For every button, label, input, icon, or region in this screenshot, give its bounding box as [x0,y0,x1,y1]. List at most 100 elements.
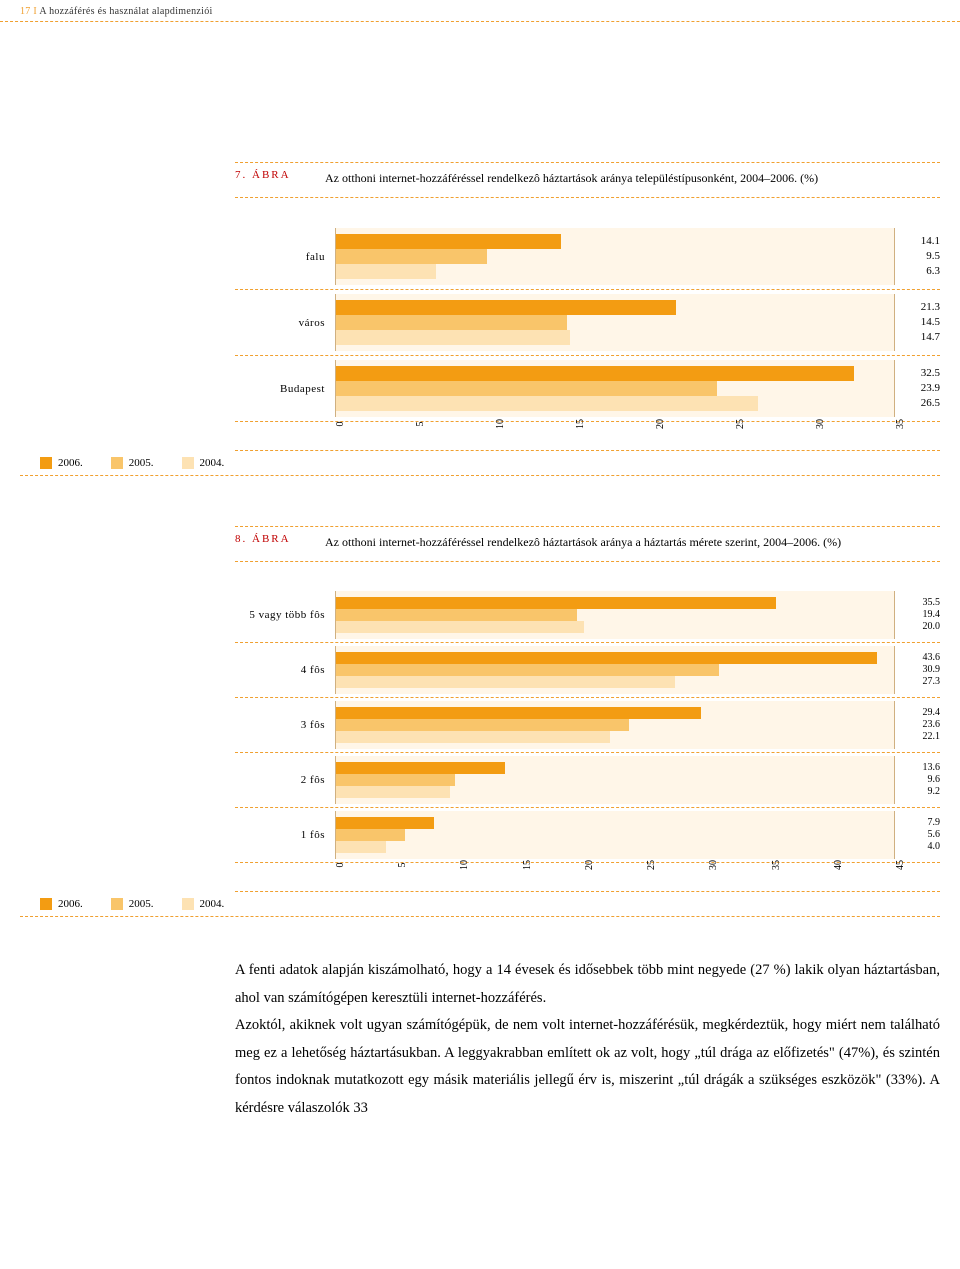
bar-value: 4.0 [901,841,940,853]
chart-row: 5 vagy több fôs35.519.420.0 [235,588,940,643]
chart-row: város 21.314.514.7 [235,290,940,356]
category-label: Budapest [235,383,335,395]
axis-tick: 20 [584,860,595,870]
category-label: 2 fôs [235,774,335,786]
legend-label: 2005. [129,898,154,910]
axis-tick: 10 [495,419,506,429]
legend-swatch [111,898,123,910]
bar-value: 13.6 [901,762,940,774]
legend-swatch [40,457,52,469]
bar [336,786,450,798]
axis-tick: 35 [771,860,782,870]
figure-7-legend: 2006. 2005. 2004. [20,451,940,476]
axis-tick: 40 [833,860,844,870]
bars-cell [335,294,895,351]
axis-ticks: 05101520253035 [335,422,895,442]
value-cell: 32.523.926.5 [895,366,940,411]
bar [336,234,561,249]
chart-row: 3 fôs29.423.622.1 [235,698,940,753]
bar [336,396,758,411]
section-title: A hozzáférés és használat alapdimenziói [39,6,212,17]
bar [336,762,505,774]
bars-cell [335,701,895,749]
chart-row: 1 fôs7.95.64.0 [235,808,940,863]
axis-tick: 30 [708,860,719,870]
bar [336,829,405,841]
figure-7: 7. ábra Az otthoni internet-hozzáférésse… [235,162,940,476]
bar-value: 9.5 [901,249,940,264]
value-cell: 7.95.64.0 [895,817,940,853]
bars-cell [335,360,895,417]
legend-item: 2004. [182,457,225,469]
bar-value: 29.4 [901,707,940,719]
figure-8-chart: 5 vagy több fôs35.519.420.0 4 fôs 43.630.9… [235,580,940,892]
bar-value: 9.6 [901,774,940,786]
page-header: 17 I A hozzáférés és használat alapdimen… [0,0,960,22]
chart-row: Budapest 32.523.926.5 [235,356,940,422]
page-number: 17 [20,6,31,17]
body-text: A fenti adatok alapján kiszámolható, hog… [235,957,940,1122]
figure-7-caption: Az otthoni internet-hozzáféréssel rendel… [325,169,940,187]
category-label: 4 fôs [235,664,335,676]
figure-8-number: 8. ábra [235,533,325,545]
axis-tick: 10 [459,860,470,870]
bars-cell [335,591,895,639]
legend-label: 2004. [200,457,225,469]
axis-tick: 30 [815,419,826,429]
x-axis: 05101520253035 [235,422,940,451]
category-label: város [235,317,335,329]
figure-8-caption: Az otthoni internet-hozzáféréssel rendel… [325,533,940,551]
bar [336,731,610,743]
bar [336,652,877,664]
bar [336,676,675,688]
value-cell: 13.69.69.2 [895,762,940,798]
bar-value: 20.0 [901,621,940,633]
bar [336,719,629,731]
bar-value: 30.9 [901,664,940,676]
bar [336,315,567,330]
chart-row: 2 fôs 13.69.69.2 [235,753,940,808]
axis-tick: 5 [397,863,408,868]
chart-row: 4 fôs 43.630.927.3 [235,643,940,698]
legend-label: 2005. [129,457,154,469]
value-cell: 14.19.56.3 [895,234,940,279]
bar [336,774,455,786]
bar [336,621,584,633]
bar-value: 14.5 [901,315,940,330]
figure-7-number: 7. ábra [235,169,325,181]
legend-item: 2004. [182,898,225,910]
bar-value: 9.2 [901,786,940,798]
value-cell: 43.630.927.3 [895,652,940,688]
bar-value: 27.3 [901,676,940,688]
legend-item: 2006. [40,898,83,910]
chart-row: falu14.19.56.3 [235,224,940,290]
figure-7-chart: falu14.19.56.3 város 21.314.514.7 Budapest 3… [235,216,940,451]
page: 17 I A hozzáférés és használat alapdimen… [0,0,960,1122]
x-axis: 051015202530354045 [235,863,940,892]
axis-tick: 45 [895,860,906,870]
axis-tick: 15 [522,860,533,870]
bars-cell [335,228,895,285]
value-cell: 21.314.514.7 [895,300,940,345]
legend-label: 2004. [200,898,225,910]
axis-tick: 35 [895,419,906,429]
bar-value: 35.5 [901,597,940,609]
bar-value: 14.7 [901,330,940,345]
body-para-1: A fenti adatok alapján kiszámolható, hog… [235,957,940,1012]
legend-label: 2006. [58,457,83,469]
bar-value: 22.1 [901,731,940,743]
bar [336,609,577,621]
legend-swatch [182,898,194,910]
bar-value: 19.4 [901,609,940,621]
bar [336,707,701,719]
bar [336,366,854,381]
bar-value: 5.6 [901,829,940,841]
legend-item: 2005. [111,457,154,469]
bars-cell [335,756,895,804]
bar-value: 43.6 [901,652,940,664]
bar [336,597,776,609]
bar-value: 23.9 [901,381,940,396]
axis-tick: 25 [735,419,746,429]
legend-item: 2005. [111,898,154,910]
axis-tick: 25 [646,860,657,870]
